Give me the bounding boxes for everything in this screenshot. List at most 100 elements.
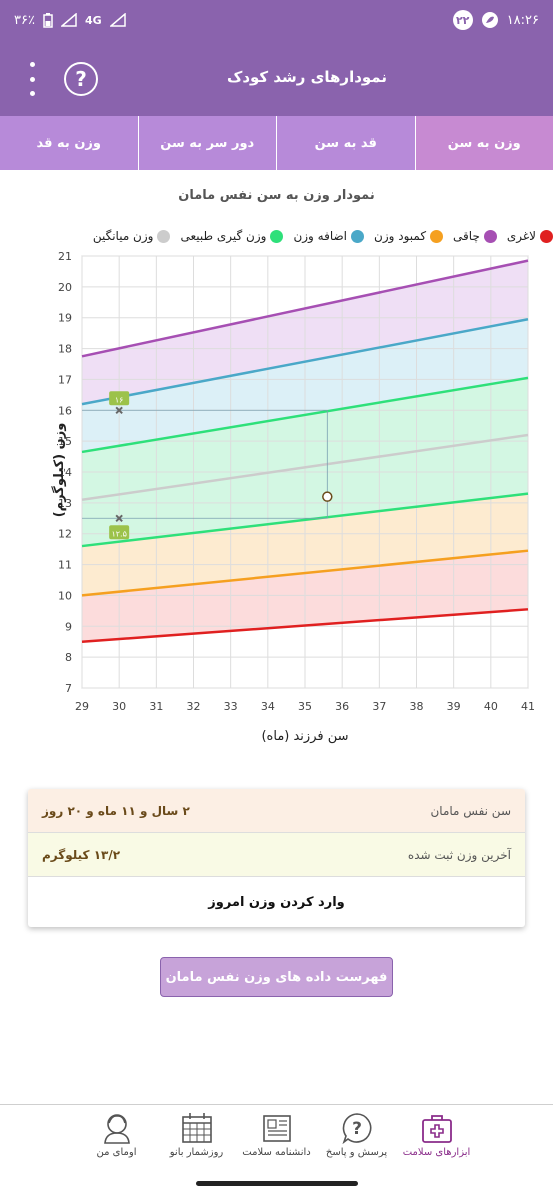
nav-label: روزشمار بانو [169,1147,224,1158]
more-vertical-icon[interactable] [22,62,42,96]
y-axis-label: وزن (کیلوگرم) [51,422,67,518]
signal-icon [60,13,77,27]
tab-weight-for-height[interactable]: وزن به قد [36,135,102,151]
notification-badge: ۲۲ [452,10,473,30]
x-tick-label: 36 [335,700,349,713]
y-tick-label: 14 [58,466,72,479]
nav-questions[interactable]: ? پرسش و پاسخ [317,1105,397,1170]
help-circle-icon[interactable]: ? [64,62,98,96]
battery-icon [43,12,53,28]
legend-label: وزن گیری طبیعی [180,229,267,243]
status-left: ۳۶٪ 4G [14,12,126,28]
legend-label: لاغری [506,229,536,243]
battery-text: ۳۶٪ [14,12,35,28]
x-tick-label: 38 [410,700,424,713]
legend-item-low-weight[interactable]: کمبود وزن [374,226,444,246]
marker-x-1 [115,514,123,522]
question-bubble-icon: ? [341,1113,371,1145]
weight-list-button[interactable]: فهرست داده های وزن نفس مامان [160,957,393,997]
series-line-6 [81,259,529,358]
nav-label: ابزارهای سلامت [402,1147,471,1158]
marker-label-0: ۱۶ [115,395,124,404]
y-tick-label: 13 [58,497,72,510]
legend-label: وزن میانگین [92,229,154,243]
info-card: سن نفس مامان ۲ سال و ۱۱ ماه و ۲۰ روز آخر… [28,789,525,927]
svg-text:?: ? [352,1119,362,1139]
y-tick-label: 10 [58,589,72,602]
app-bar: ? نمودارهای رشد کودک [0,40,553,116]
chart-title: نمودار وزن به سن نفس مامان [178,188,375,203]
y-tick-label: 9 [65,620,72,633]
current-weight-point [322,491,333,502]
calendar-icon [181,1113,212,1143]
growth-chart: 29 30 31 32 33 34 35 36 37 38 39 40 41 7 8 9 10 11 12 13 14 1… [58,250,535,713]
x-tick-label: 31 [149,700,163,713]
marker-label-1: ۱۲.۵ [111,529,126,538]
home-indicator [196,1181,358,1186]
enter-weight-button[interactable]: وارد کردن وزن امروز [208,894,345,910]
nav-label: دانشنامه سلامت [242,1147,311,1158]
nav-label: اومای من [96,1147,137,1158]
x-tick-label: 29 [75,700,89,713]
nav-encyclopedia[interactable]: دانشنامه سلامت [237,1105,317,1170]
legend-item-underweight[interactable]: لاغری [507,226,553,246]
legend-item-normal[interactable]: وزن گیری طبیعی [180,226,284,246]
status-bar: ۳۶٪ 4G ۲۲ ۱۸:۲۶ [0,0,553,40]
y-tick-label: 8 [65,651,72,664]
series-line-2 [81,492,529,548]
series-line-5 [81,318,529,406]
x-tick-label: 34 [261,700,275,713]
legend-item-overweight[interactable]: اضافه وزن [293,226,365,246]
y-tick-label: 15 [58,435,72,448]
x-axis-label: سن فرزند (ماه) [261,729,349,744]
weight-value: ۱۳/۲ کیلوگرم [42,847,121,862]
x-tick-label: 33 [224,700,238,713]
legend-item-obese[interactable]: چاقی [453,226,497,246]
x-tick-label: 39 [447,700,461,713]
x-tick-label: 35 [298,700,312,713]
chart-legend: لاغری چاقی کمبود وزن اضافه وزن وزن گیری … [0,226,553,246]
profile-icon [103,1114,130,1144]
y-tick-label: 11 [58,559,72,572]
signal-icon-2 [109,13,126,27]
marker-badge-0 [109,391,130,406]
legend-label: چاقی [453,229,480,243]
nav-health-tools[interactable]: ابزارهای سلامت [397,1105,477,1170]
y-tick-label: 12 [58,528,72,541]
tab-weight-for-age[interactable]: وزن به سن [414,116,553,170]
x-tick-label: 41 [521,700,535,713]
y-tick-label: 18 [58,343,72,356]
series-line-0 [81,608,529,643]
nav-label: پرسش و پاسخ [325,1147,388,1158]
legend-item-average[interactable]: وزن میانگین [93,226,171,246]
x-tick-label: 37 [372,700,386,713]
age-row: سن نفس مامان ۲ سال و ۱۱ ماه و ۲۰ روز [28,789,525,833]
tab-height-for-age[interactable]: قد به سن [276,116,415,170]
x-tick-label: 32 [187,700,201,713]
series-line-1 [81,549,529,597]
nav-profile[interactable]: اومای من [77,1105,157,1170]
y-tick-label: 19 [58,312,72,325]
series-line-3 [81,433,529,502]
encyclopedia-icon [262,1115,291,1142]
nav-calendar[interactable]: روزشمار بانو [157,1105,237,1170]
legend-label: کمبود وزن [374,229,427,243]
weight-label: آخرین وزن ثبت شده [407,847,511,862]
age-value: ۲ سال و ۱۱ ماه و ۲۰ روز [42,803,190,818]
age-label: سن نفس مامان [430,803,511,818]
medical-kit-icon [421,1115,452,1143]
marker-badge-1 [109,525,130,540]
tab-head-for-age[interactable]: دور سر به سن [137,116,277,170]
series-line-4 [81,376,529,454]
page-title: نمودارهای رشد کودک [226,68,387,86]
y-tick-label: 17 [58,373,72,386]
y-tick-label: 7 [65,682,72,695]
x-tick-label: 30 [112,700,126,713]
clock: ۱۸:۲۶ [506,12,539,28]
y-tick-label: 21 [58,250,72,263]
weight-row: آخرین وزن ثبت شده ۱۳/۲ کیلوگرم [28,833,525,877]
tab-bar: وزن به سن قد به سن دور سر به سن وزن به ق… [0,116,553,170]
x-tick-label: 40 [484,700,498,713]
bottom-nav: اومای من روزشمار بانو دانشنامه سلامت ? پ… [0,1104,553,1170]
legend-label: اضافه وزن [293,229,348,243]
